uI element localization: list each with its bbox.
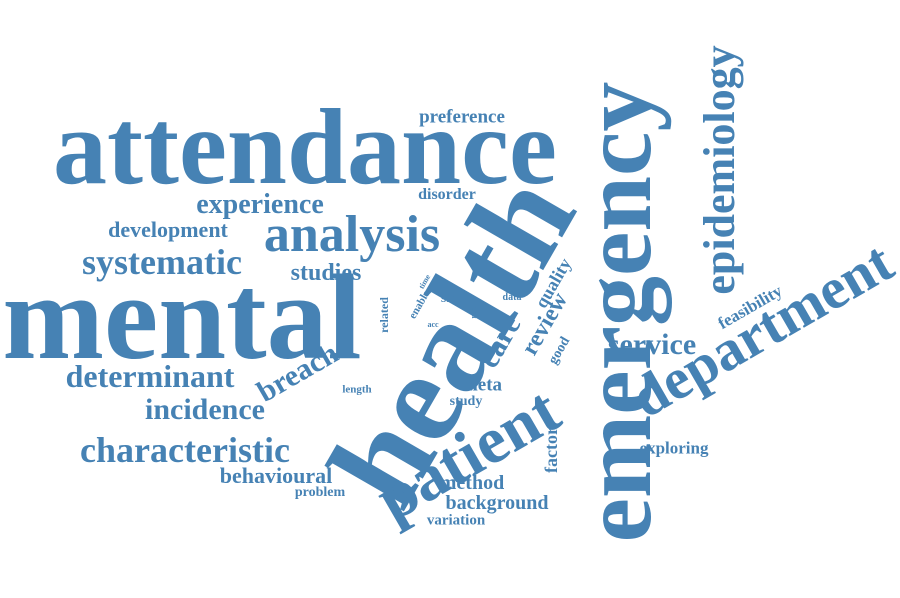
word-preference: preference: [419, 106, 505, 128]
word-data: data: [502, 292, 522, 303]
word-disorder: disorder: [418, 186, 476, 203]
word-emergency: emergency: [561, 81, 672, 543]
word-problem: problem: [294, 485, 346, 500]
word-attendance: attendance: [53, 88, 557, 207]
word-length: length: [342, 383, 372, 396]
word-incidence: incidence: [145, 393, 265, 426]
word-service: service: [607, 328, 697, 361]
word-development: development: [108, 217, 228, 242]
word-variation: variation: [426, 512, 486, 529]
word-method: method: [439, 472, 505, 494]
word-experience: experience: [196, 189, 324, 220]
word-factor: factor: [541, 427, 561, 473]
word-acc: acc: [427, 320, 439, 329]
word-real: real: [469, 305, 478, 319]
word-determinant: determinant: [65, 358, 235, 394]
word-epidemiology: epidemiology: [695, 45, 744, 295]
word-site: site: [440, 291, 462, 306]
word-related: related: [377, 297, 391, 333]
word-systematic: systematic: [82, 242, 242, 282]
word-meta: meta: [461, 374, 503, 396]
word-background: background: [445, 492, 549, 514]
word-exploring: exploring: [639, 438, 709, 458]
word-mental: mental: [2, 250, 362, 385]
word-study: study: [449, 394, 483, 409]
word-studies: studies: [290, 260, 362, 286]
word-analysis: analysis: [263, 206, 441, 263]
word-characteristic: characteristic: [80, 430, 290, 470]
word-behavioural: behavioural: [219, 463, 333, 488]
